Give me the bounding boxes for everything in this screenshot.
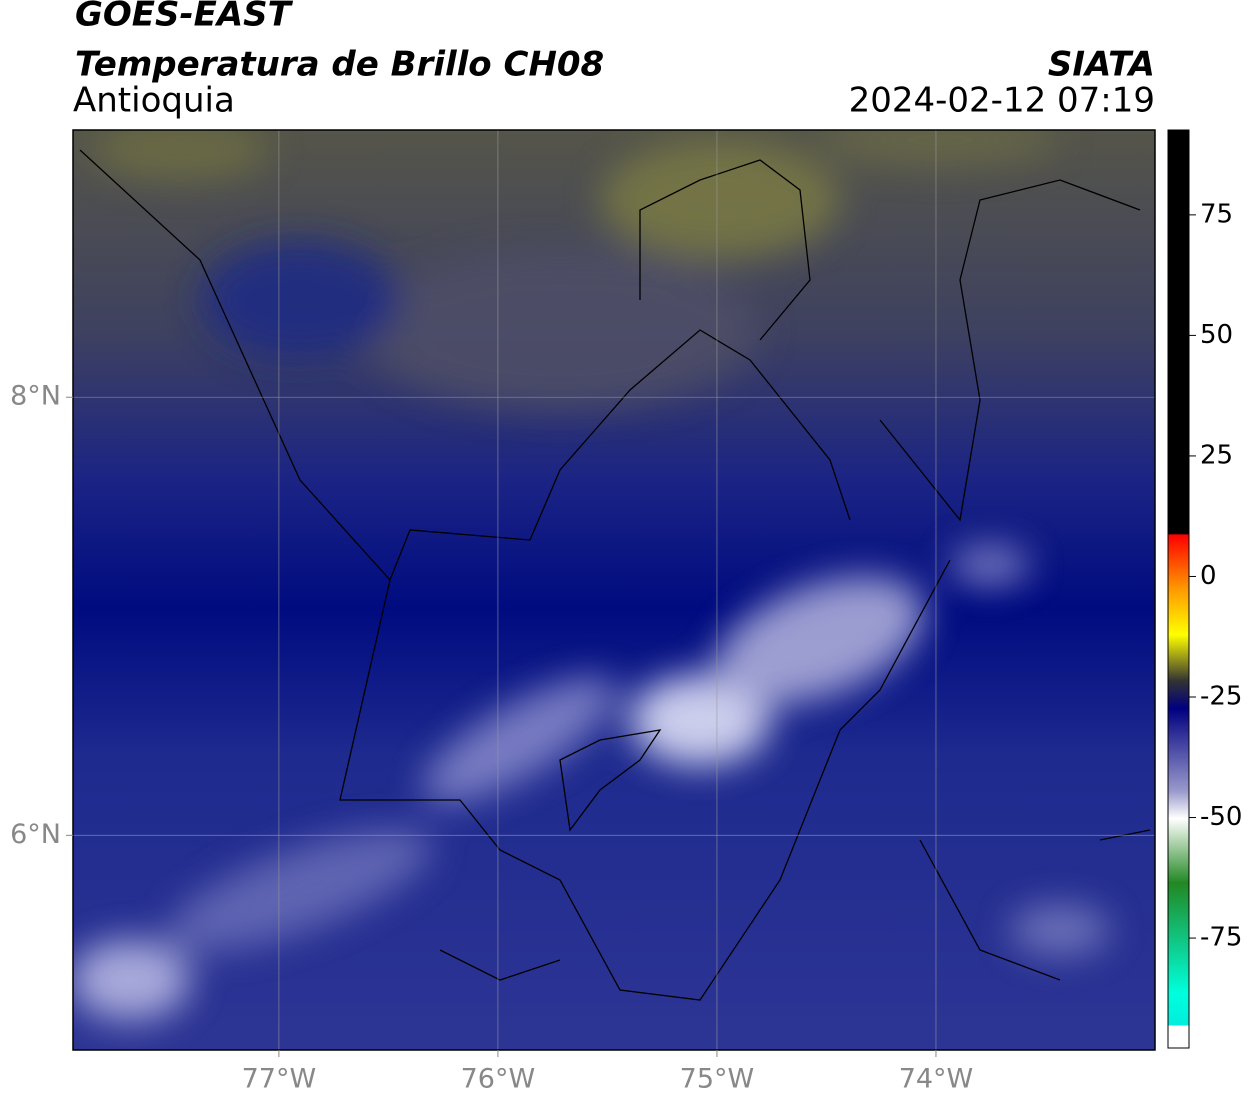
x-tick-label: 77°W	[242, 1064, 317, 1095]
colorbar-tick-label: 75	[1200, 199, 1233, 229]
map-image	[73, 130, 1155, 1050]
x-tick-label: 76°W	[461, 1064, 536, 1095]
x-tick-label: 74°W	[899, 1064, 974, 1095]
colorbar-tick-label: -25	[1200, 682, 1242, 712]
subtitle: Temperatura de Brillo CH08	[75, 45, 604, 85]
x-tick-label: 75°W	[680, 1064, 755, 1095]
colorbar-tick-label: 25	[1200, 440, 1233, 470]
title: GOES-EAST	[75, 0, 294, 35]
colorbar-tick-label: 50	[1200, 320, 1233, 350]
y-tick-label: 6°N	[10, 819, 61, 850]
colorbar	[1167, 129, 1190, 1049]
region: Antioquia	[73, 81, 235, 121]
map-frame	[72, 129, 1156, 1051]
colorbar-tick-label: 0	[1200, 561, 1217, 591]
timestamp: 2024-02-12 07:19	[849, 81, 1155, 121]
colorbar-tick-label: -75	[1200, 923, 1242, 953]
colorbar-tick-label: -50	[1200, 802, 1242, 832]
source: SIATA	[1048, 45, 1155, 85]
y-tick-label: 8°N	[10, 381, 61, 412]
